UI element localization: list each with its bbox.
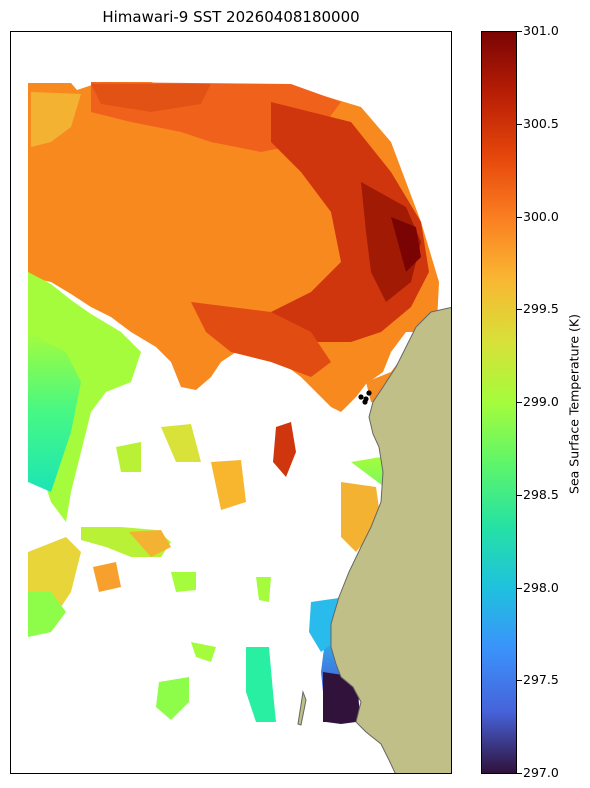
land-mass xyxy=(330,306,451,773)
colorbar-tick-mark xyxy=(517,402,522,403)
colorbar-tick-mark xyxy=(517,31,522,32)
sst-cool-region xyxy=(28,272,276,722)
colorbar-tick-mark xyxy=(517,588,522,589)
colorbar-tick-label: 300.5 xyxy=(523,116,559,131)
colorbar-tick-mark xyxy=(517,124,522,125)
colorbar-tick-label: 300.0 xyxy=(523,209,559,224)
colorbar-tick-mark xyxy=(517,495,522,496)
colorbar-tick-label: 298.5 xyxy=(523,487,559,502)
colorbar-tick-label: 299.0 xyxy=(523,394,559,409)
colorbar-tick-label: 297.5 xyxy=(523,672,559,687)
map-panel xyxy=(10,31,452,774)
colorbar-tick-mark xyxy=(517,773,522,774)
colorbar-tick-label: 297.0 xyxy=(523,765,559,780)
sst-map xyxy=(28,82,451,773)
colorbar-tick-label: 299.5 xyxy=(523,301,559,316)
station-markers xyxy=(358,390,372,405)
colorbar xyxy=(481,31,517,774)
colorbar-tick-mark xyxy=(517,217,522,218)
colorbar-tick-label: 298.0 xyxy=(523,580,559,595)
colorbar-tick-label: 301.0 xyxy=(523,23,559,38)
colorbar-label: Sea Surface Temperature (K) xyxy=(566,314,582,494)
map-title: Himawari-9 SST 20260408180000 xyxy=(102,8,360,26)
colorbar-tick-mark xyxy=(517,309,522,310)
colorbar-tick-mark xyxy=(517,680,522,681)
small-island xyxy=(297,690,307,726)
